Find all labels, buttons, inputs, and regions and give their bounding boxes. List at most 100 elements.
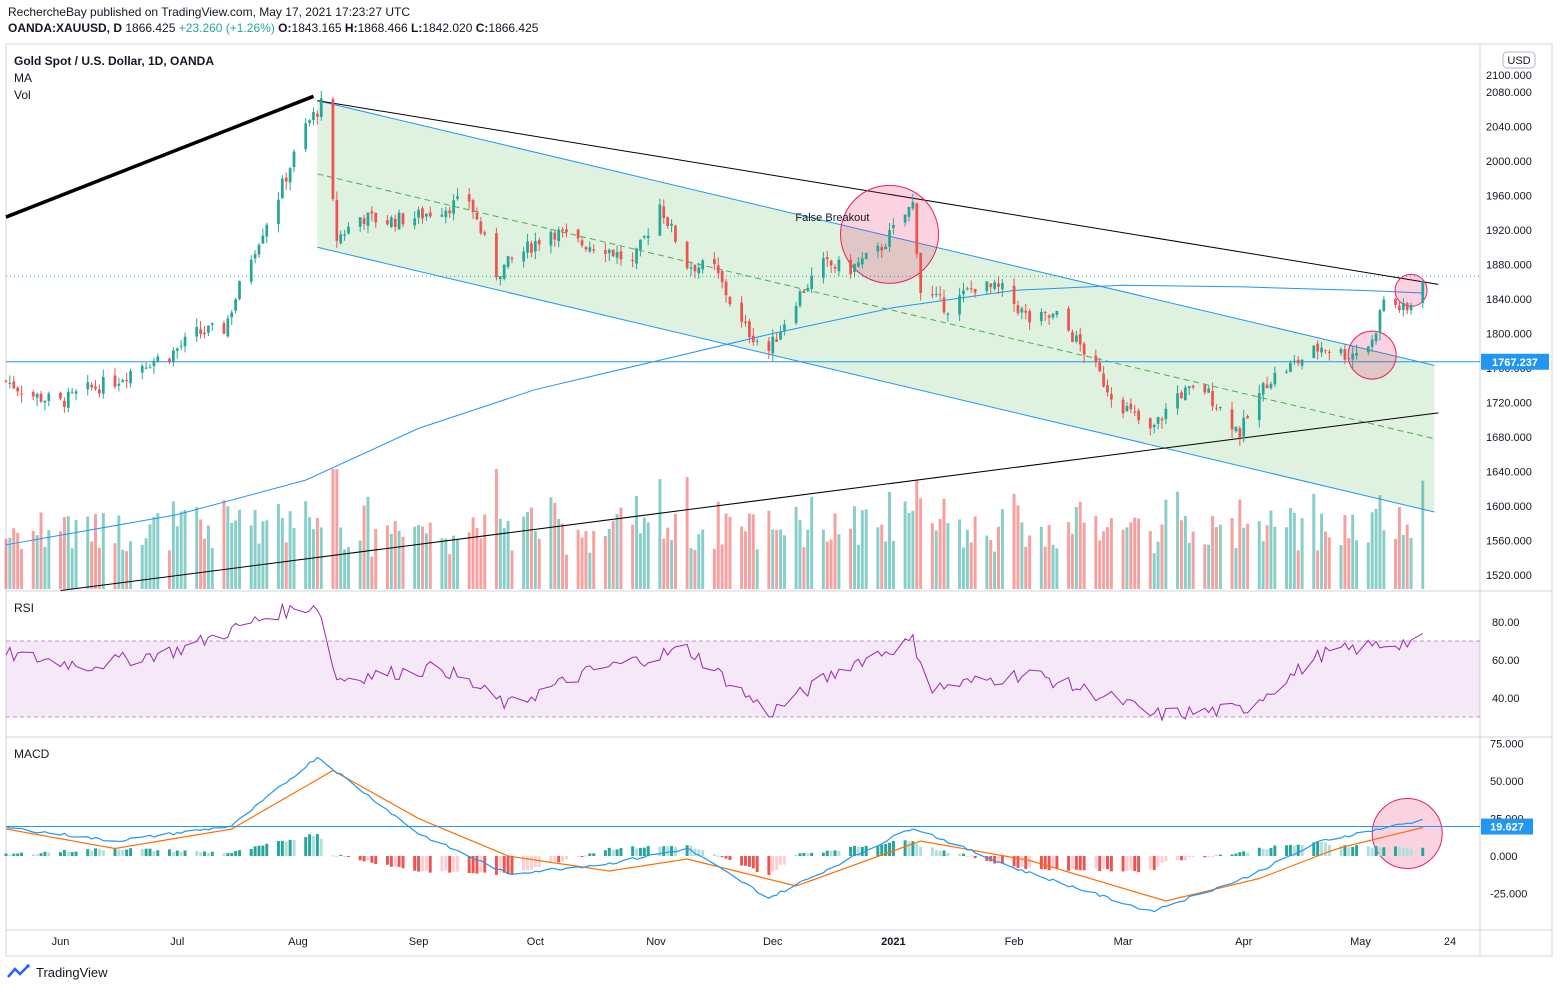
candle-body bbox=[911, 202, 915, 209]
tradingview-footer[interactable]: TradingView bbox=[6, 964, 108, 980]
volume-bar bbox=[1082, 522, 1086, 589]
macd-histogram-bar bbox=[424, 856, 428, 871]
volume-bar bbox=[1164, 499, 1168, 589]
close-label: C: bbox=[475, 21, 489, 35]
candle-body bbox=[1102, 373, 1105, 387]
macd-histogram-bar bbox=[343, 855, 347, 857]
candle-body bbox=[424, 213, 428, 217]
macd-histogram-bar bbox=[751, 856, 755, 869]
volume-bar bbox=[498, 518, 502, 589]
volume-bar bbox=[884, 541, 888, 589]
macd-histogram-bar bbox=[849, 846, 853, 856]
volume-bar bbox=[1421, 480, 1425, 589]
macd-pane-label[interactable]: MACD bbox=[14, 747, 50, 761]
macd-histogram-bar bbox=[498, 856, 502, 873]
macd-histogram-bar bbox=[179, 851, 183, 856]
volume-bar bbox=[20, 549, 24, 589]
volume-bar bbox=[911, 510, 915, 589]
macd-histogram-bar bbox=[413, 856, 417, 871]
volume-bar bbox=[140, 544, 144, 589]
candle-body bbox=[549, 231, 553, 246]
macd-histogram-bar bbox=[1055, 856, 1059, 869]
candle-body bbox=[930, 294, 934, 296]
false-breakout-label: False Breakout bbox=[795, 212, 869, 224]
candle-body bbox=[915, 203, 919, 254]
candle-body bbox=[1366, 346, 1370, 353]
volume-bar bbox=[1028, 535, 1032, 589]
time-tick-label: Dec bbox=[763, 936, 783, 948]
macd-tick-label: 75.000 bbox=[1490, 739, 1524, 751]
macd-histogram-bar bbox=[619, 848, 623, 856]
candle-body bbox=[1152, 425, 1156, 428]
volume-bar bbox=[70, 548, 74, 589]
candle-body bbox=[802, 290, 806, 293]
rsi-pane-label[interactable]: RSI bbox=[14, 601, 34, 615]
candle-body bbox=[907, 206, 911, 217]
candle-body bbox=[238, 281, 241, 300]
macd-histogram-bar bbox=[1382, 847, 1386, 856]
volume-bar bbox=[292, 527, 296, 589]
candle-body bbox=[277, 199, 280, 225]
volume-bar bbox=[506, 520, 510, 589]
volume-bar bbox=[969, 542, 973, 589]
candle-body bbox=[249, 259, 253, 282]
volume-bar bbox=[238, 509, 242, 589]
candle-body bbox=[576, 229, 580, 239]
volume-bar bbox=[308, 517, 312, 589]
macd-histogram-bar bbox=[685, 845, 689, 856]
volume-bar bbox=[1016, 505, 1020, 589]
macd-histogram-bar bbox=[876, 845, 880, 856]
volume-bar bbox=[712, 549, 716, 589]
candle-body bbox=[1164, 408, 1168, 420]
candle-body bbox=[1347, 358, 1351, 360]
macd-histogram-bar bbox=[973, 856, 977, 859]
volume-bar bbox=[1327, 537, 1331, 589]
candle-body bbox=[969, 288, 973, 290]
volume-bar bbox=[1370, 512, 1374, 589]
volume-bar bbox=[1043, 546, 1047, 589]
currency-button[interactable] bbox=[1502, 51, 1536, 69]
candle-body bbox=[646, 235, 650, 239]
macd-histogram-bar bbox=[646, 846, 650, 856]
volume-bar bbox=[580, 537, 584, 589]
candle-body bbox=[1242, 417, 1246, 437]
volume-bar bbox=[502, 527, 506, 589]
macd-histogram-bar bbox=[969, 855, 973, 857]
price-tick-label: 1840.000 bbox=[1486, 294, 1532, 306]
macd-histogram-bar bbox=[891, 840, 895, 856]
candle-body bbox=[537, 240, 541, 245]
candle-body bbox=[716, 265, 720, 274]
macd-histogram-bar bbox=[1292, 845, 1296, 856]
macd-histogram-bar bbox=[755, 856, 759, 872]
candle-body bbox=[86, 382, 90, 390]
candle-body bbox=[884, 246, 887, 250]
candle-body bbox=[584, 247, 588, 250]
volume-bar bbox=[1039, 526, 1043, 589]
volume-bar bbox=[1374, 508, 1378, 589]
candle-body bbox=[1180, 392, 1183, 399]
channel-middle-line bbox=[317, 173, 1435, 440]
volume-bar bbox=[697, 534, 701, 589]
candle-body bbox=[580, 240, 584, 246]
macd-histogram-bar bbox=[1312, 842, 1316, 856]
candle-body bbox=[962, 290, 965, 295]
candle-body bbox=[148, 367, 152, 369]
price-tick-label: 1640.000 bbox=[1486, 467, 1532, 479]
price-tick-label: 1880.000 bbox=[1486, 260, 1532, 272]
volume-bar bbox=[444, 538, 448, 589]
legend-vol[interactable]: Vol bbox=[14, 88, 31, 102]
volume-bar bbox=[638, 533, 642, 589]
candle-body bbox=[751, 335, 755, 343]
time-tick-label: 2021 bbox=[881, 936, 905, 948]
volume-bar bbox=[806, 529, 810, 589]
volume-bar bbox=[615, 513, 619, 589]
macd-histogram-bar bbox=[288, 839, 292, 856]
volume-bar bbox=[335, 469, 339, 589]
legend-ma[interactable]: MA bbox=[14, 71, 32, 85]
macd-histogram-bar bbox=[456, 856, 459, 872]
macd-histogram-bar bbox=[1164, 856, 1168, 862]
macd-histogram-bar bbox=[335, 856, 339, 857]
volume-bar bbox=[358, 540, 362, 589]
volume-bar bbox=[522, 516, 526, 589]
